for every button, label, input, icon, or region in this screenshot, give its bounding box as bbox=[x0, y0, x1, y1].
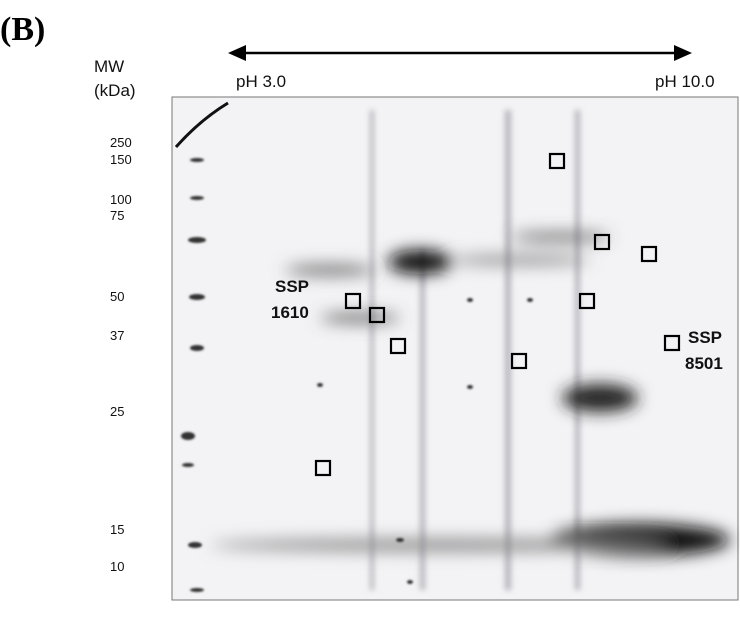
gel bbox=[171, 96, 739, 601]
mw-marker: 37 bbox=[110, 328, 124, 343]
mw-marker: 10 bbox=[110, 559, 124, 574]
mw-title: MW bbox=[94, 57, 124, 76]
spot-id: 1610 bbox=[271, 303, 309, 322]
spot-boxes bbox=[314, 152, 681, 477]
mw-marker: 75 bbox=[110, 208, 124, 223]
panel-label: (B) bbox=[0, 11, 45, 48]
mw-marker: 250 bbox=[110, 135, 132, 150]
mw-marker: 25 bbox=[110, 404, 124, 419]
mw-unit: (kDa) bbox=[94, 81, 136, 100]
spot-prefix: SSP bbox=[275, 277, 309, 296]
mw-marker: 100 bbox=[110, 192, 132, 207]
ph-start: pH 3.0 bbox=[236, 72, 286, 91]
mw-marker: 150 bbox=[110, 152, 132, 167]
mw-marker: 50 bbox=[110, 289, 124, 304]
spot-id: 8501 bbox=[685, 354, 723, 373]
mw-marker: 15 bbox=[110, 522, 124, 537]
ph-arrow bbox=[228, 45, 692, 61]
ph-end: pH 10.0 bbox=[655, 72, 715, 91]
spot-prefix: SSP bbox=[688, 328, 722, 347]
